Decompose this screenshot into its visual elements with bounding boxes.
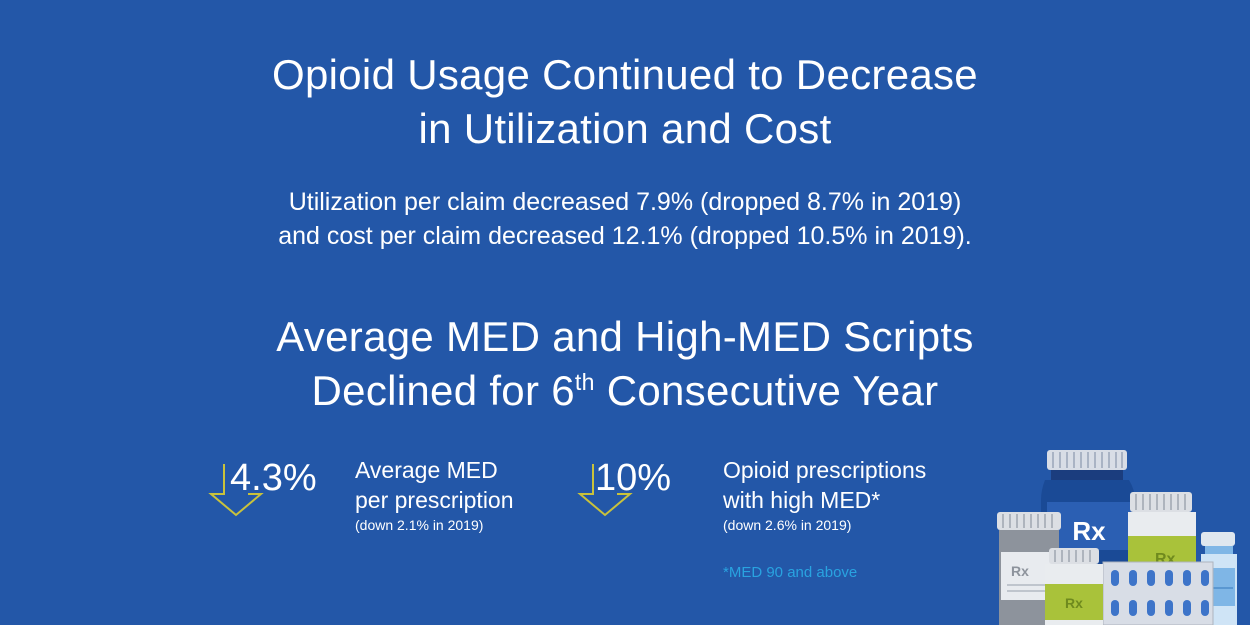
heading-line: in Utilization and Cost [418, 105, 832, 152]
pill-bottles-illustration: Rx Rx Rx [997, 450, 1237, 625]
ordinal-suffix: th [574, 369, 595, 395]
rx-text: Rx [1065, 595, 1083, 611]
summary-line: and cost per claim decreased 12.1% (drop… [278, 222, 972, 250]
summary-line: Utilization per claim decreased 7.9% (dr… [288, 188, 962, 216]
down-arrow-icon [208, 464, 264, 517]
footnote: *MED 90 and above [723, 564, 858, 581]
stat-label: per prescription [355, 487, 514, 513]
heading-utilization-cost: Opioid Usage Continued to Decrease in Ut… [0, 48, 1250, 156]
stat-note: (down 2.1% in 2019) [355, 517, 484, 533]
heading-text: Consecutive Year [594, 367, 939, 414]
heading-line: Declined for 6th Consecutive Year [0, 364, 1250, 418]
stat-note: (down 2.6% in 2019) [723, 517, 852, 533]
heading-med-scripts: Average MED and High-MED Scripts Decline… [0, 310, 1250, 418]
stat-label: Average MED [355, 457, 498, 483]
rx-text: Rx [1011, 563, 1029, 579]
heading-text: Declined for 6 [311, 367, 575, 414]
utilization-summary: Utilization per claim decreased 7.9% (dr… [0, 185, 1250, 253]
stat-value: 10% [595, 457, 672, 499]
down-arrow-icon [577, 464, 633, 517]
heading-line: Average MED and High-MED Scripts [276, 313, 974, 360]
stat-value: 4.3% [230, 457, 317, 499]
rx-text: Rx [1072, 516, 1106, 546]
small-green-bottle-icon: Rx [1045, 548, 1103, 625]
blister-pack-icon [1102, 561, 1214, 625]
stat-label: with high MED* [723, 487, 881, 513]
stat-label: Opioid prescriptions [723, 457, 927, 483]
heading-line: Opioid Usage Continued to Decrease [272, 51, 978, 98]
